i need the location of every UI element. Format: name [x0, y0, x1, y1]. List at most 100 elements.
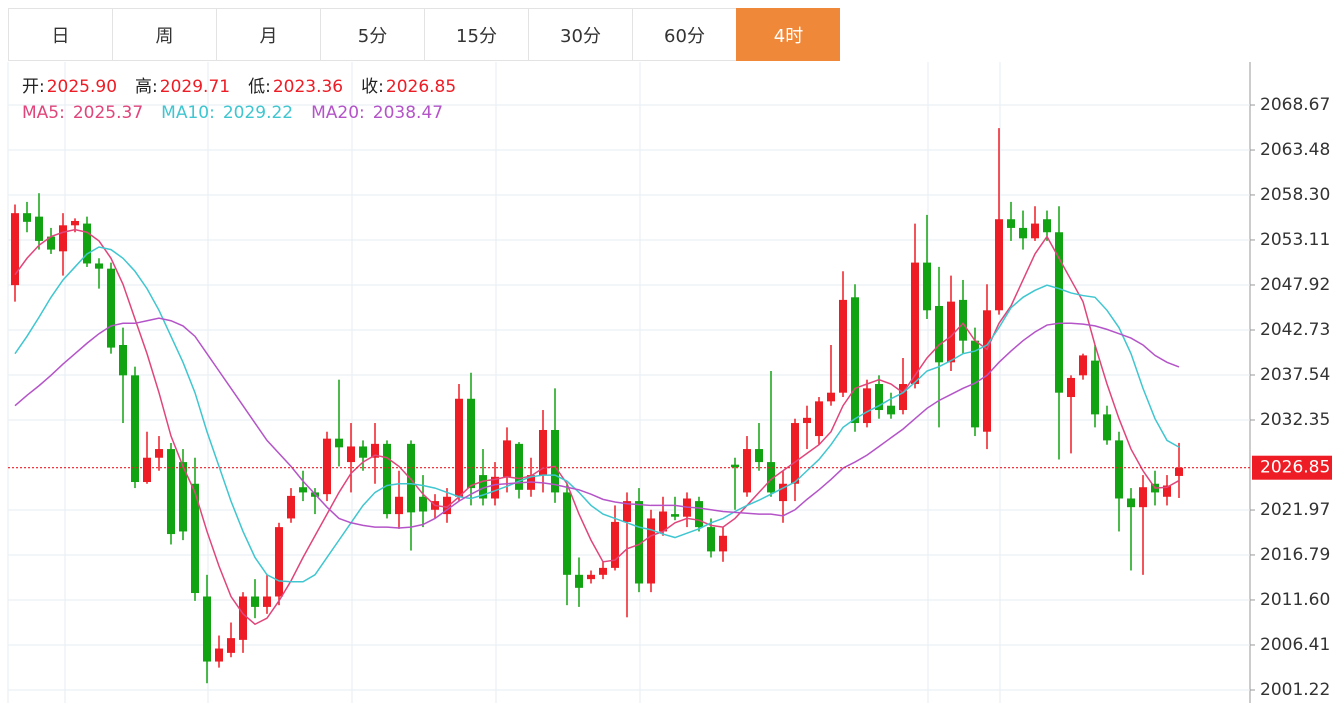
candle-body: [347, 446, 355, 463]
candle-body: [1175, 467, 1183, 476]
legend-name: MA20:: [311, 103, 365, 123]
candle-body: [35, 216, 43, 241]
header-label: 开:: [22, 77, 45, 97]
candle-body: [755, 449, 763, 463]
y-tick-label: 2053.11: [1260, 230, 1330, 250]
y-tick-label: 2011.60: [1260, 590, 1330, 610]
candle-body: [1103, 414, 1111, 441]
candle-body: [83, 223, 91, 264]
header-value: 2029.71: [160, 77, 230, 97]
candle-body: [167, 449, 175, 535]
y-tick-label: 2032.35: [1260, 410, 1330, 430]
ma-line: [14, 317, 1180, 529]
candle-body: [743, 449, 751, 493]
candle-body: [815, 401, 823, 437]
header-label: 低:: [248, 77, 271, 97]
candle-body: [539, 429, 547, 476]
candle-body: [359, 446, 367, 458]
header-label: 高:: [135, 77, 158, 97]
candle-body: [659, 511, 667, 532]
candle-body: [875, 384, 883, 411]
candle-body: [1127, 498, 1135, 508]
y-tick-label: 2063.48: [1260, 140, 1330, 160]
candle-body: [275, 527, 283, 597]
candle-body: [719, 535, 727, 552]
candle-body: [1055, 232, 1063, 393]
candle-body: [371, 443, 379, 458]
candle-body: [947, 301, 955, 363]
y-tick-label: 2006.41: [1260, 635, 1330, 655]
candle-body: [827, 392, 835, 402]
candle-body: [227, 638, 235, 653]
period-tab[interactable]: 周: [112, 8, 216, 61]
legend-name: MA5:: [22, 103, 65, 123]
period-tab[interactable]: 30分: [528, 8, 632, 61]
period-tab[interactable]: 60分: [632, 8, 736, 61]
candle-body: [575, 574, 583, 588]
candle-body: [791, 423, 799, 484]
candle-body: [635, 501, 643, 584]
candle-body: [1031, 223, 1039, 239]
period-tab[interactable]: 5分: [320, 8, 424, 61]
candle-body: [1139, 487, 1147, 508]
candle-body: [563, 492, 571, 575]
candle-body: [707, 527, 715, 552]
candle-body: [71, 220, 79, 226]
candle-body: [203, 596, 211, 662]
period-tab[interactable]: 15分: [424, 8, 528, 61]
candle-body: [323, 438, 331, 495]
candle-body: [731, 464, 739, 468]
candle-body: [263, 596, 271, 607]
candle-body: [395, 496, 403, 515]
y-tick-label: 2021.97: [1260, 500, 1330, 520]
candle-body: [335, 438, 343, 448]
candle-body: [671, 514, 679, 517]
y-tick-label: 2016.79: [1260, 545, 1330, 565]
candles: [11, 128, 1183, 684]
ma-line: [14, 246, 1180, 583]
candle-body: [587, 574, 595, 580]
candle-body: [299, 487, 307, 493]
candle-body: [1019, 227, 1027, 239]
candle-body: [839, 299, 847, 393]
candle-body: [383, 443, 391, 515]
candle-body: [1091, 360, 1099, 415]
y-tick-label: 2068.67: [1260, 95, 1330, 115]
candle-body: [119, 344, 127, 376]
legend-value: 2038.47: [373, 103, 443, 123]
candle-body: [1115, 440, 1123, 499]
candle-body: [923, 262, 931, 311]
candle-body: [131, 375, 139, 483]
legend-value: 2025.37: [73, 103, 143, 123]
candle-body: [11, 213, 19, 286]
candle-body: [59, 225, 67, 252]
candle-body: [95, 263, 103, 269]
period-tab[interactable]: 4时: [736, 8, 840, 61]
candle-body: [767, 462, 775, 493]
candle-body: [959, 299, 967, 341]
candle-body: [935, 305, 943, 363]
header-label: 收:: [361, 77, 384, 97]
candle-body: [647, 518, 655, 584]
candle-body: [251, 596, 259, 607]
candle-body: [695, 501, 703, 528]
candle-body: [887, 405, 895, 415]
candle-body: [599, 567, 607, 575]
candle-body: [971, 340, 979, 428]
candle-body: [143, 457, 151, 483]
y-tick-label: 2001.22: [1260, 680, 1330, 700]
candle-body: [287, 495, 295, 519]
period-tab[interactable]: 日: [8, 8, 112, 61]
candle-body: [863, 388, 871, 424]
y-tick-label: 2047.92: [1260, 275, 1330, 295]
candle-body: [407, 443, 415, 513]
candle-body: [1067, 377, 1075, 398]
candle-body: [995, 219, 1003, 311]
candle-body: [23, 213, 31, 222]
candle-body: [107, 268, 115, 348]
candle-body: [983, 310, 991, 432]
candle-body: [215, 648, 223, 662]
candle-body: [611, 521, 619, 568]
period-tab[interactable]: 月: [216, 8, 320, 61]
